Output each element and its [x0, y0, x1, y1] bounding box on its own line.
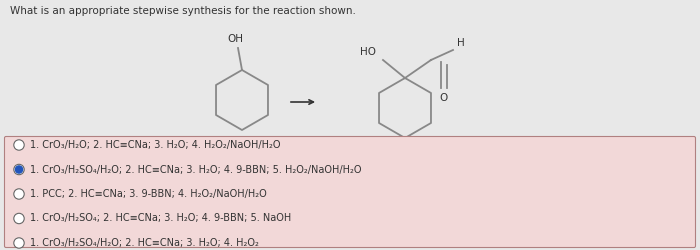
- Text: HO: HO: [360, 47, 376, 57]
- Text: O: O: [440, 93, 448, 103]
- Circle shape: [14, 213, 24, 224]
- Text: 1. PCC; 2. HC≡CNa; 3. 9-BBN; 4. H₂O₂/NaOH/H₂O: 1. PCC; 2. HC≡CNa; 3. 9-BBN; 4. H₂O₂/NaO…: [30, 189, 267, 199]
- Text: 1. CrO₃/H₂SO₄/H₂O; 2. HC≡CNa; 3. H₂O; 4. H₂O₂: 1. CrO₃/H₂SO₄/H₂O; 2. HC≡CNa; 3. H₂O; 4.…: [30, 238, 259, 248]
- Circle shape: [14, 164, 24, 175]
- Text: OH: OH: [227, 34, 243, 44]
- Text: 1. CrO₃/H₂SO₄/H₂O; 2. HC≡CNa; 3. H₂O; 4. 9-BBN; 5. H₂O₂/NaOH/H₂O: 1. CrO₃/H₂SO₄/H₂O; 2. HC≡CNa; 3. H₂O; 4.…: [30, 164, 361, 174]
- Circle shape: [15, 166, 22, 173]
- Text: What is an appropriate stepwise synthesis for the reaction shown.: What is an appropriate stepwise synthesi…: [10, 6, 356, 16]
- Circle shape: [14, 140, 24, 150]
- Circle shape: [14, 189, 24, 199]
- Text: 1. CrO₃/H₂O; 2. HC≡CNa; 3. H₂O; 4. H₂O₂/NaOH/H₂O: 1. CrO₃/H₂O; 2. HC≡CNa; 3. H₂O; 4. H₂O₂/…: [30, 140, 281, 150]
- FancyBboxPatch shape: [4, 136, 696, 248]
- Text: 1. CrO₃/H₂SO₄; 2. HC≡CNa; 3. H₂O; 4. 9-BBN; 5. NaOH: 1. CrO₃/H₂SO₄; 2. HC≡CNa; 3. H₂O; 4. 9-B…: [30, 214, 291, 224]
- Text: H: H: [457, 38, 465, 48]
- Circle shape: [14, 238, 24, 248]
